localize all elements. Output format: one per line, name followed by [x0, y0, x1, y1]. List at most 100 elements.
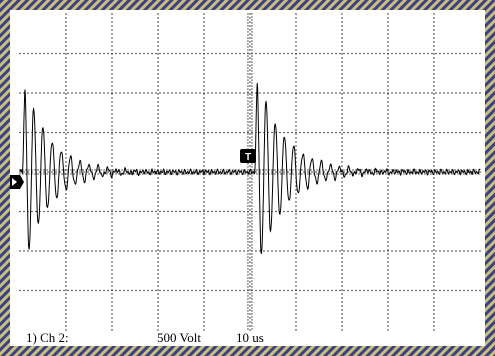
- grid-dot: [400, 169, 402, 171]
- grid-dot: [249, 121, 251, 123]
- grid-dot: [431, 250, 433, 252]
- grid-dot: [412, 169, 414, 171]
- grid-dot: [28, 169, 30, 171]
- grid-dot: [250, 173, 252, 175]
- grid-dot: [295, 73, 297, 75]
- grid-dot: [85, 169, 87, 171]
- grid-dot: [63, 250, 65, 252]
- grid-dot: [411, 210, 413, 213]
- grid-dot: [251, 286, 253, 288]
- grid-dot: [295, 217, 297, 219]
- grid-dot: [163, 92, 165, 94]
- grid-dot: [111, 61, 113, 63]
- grid-dot: [235, 52, 237, 55]
- grid-dot: [73, 173, 75, 175]
- grid-dot: [157, 81, 159, 83]
- grid-dot: [157, 137, 159, 139]
- grid-dot: [249, 37, 251, 39]
- grid-dot: [341, 197, 343, 199]
- grid-dot: [159, 250, 161, 252]
- grid-dot: [346, 169, 348, 171]
- grid-dot: [231, 250, 233, 252]
- grid-dot: [100, 169, 102, 171]
- grid-dot: [341, 89, 343, 91]
- grid-dot: [271, 169, 273, 171]
- grid-dot: [431, 210, 433, 213]
- grid-dot: [157, 297, 159, 299]
- grid-dot: [151, 52, 153, 55]
- grid-dot: [111, 305, 113, 307]
- grid-dot: [274, 173, 276, 175]
- grid-dot: [427, 52, 429, 55]
- grid-dot: [283, 52, 285, 55]
- grid-dot: [387, 297, 389, 299]
- grid-dot: [431, 52, 433, 55]
- grid-dot: [157, 181, 159, 183]
- grid-dot: [387, 253, 389, 255]
- grid-dot: [175, 52, 177, 55]
- grid-dot: [339, 171, 341, 173]
- grid-dot: [291, 210, 293, 213]
- grid-dot: [88, 169, 90, 171]
- grid-dot: [439, 210, 441, 213]
- grid-dot: [395, 52, 397, 55]
- grid-dot: [295, 153, 297, 155]
- grid-dot: [249, 269, 251, 271]
- grid-dot: [251, 40, 253, 42]
- grid-dot: [251, 277, 253, 279]
- grid-dot: [203, 125, 205, 127]
- grid-dot: [31, 210, 33, 213]
- grid-dot: [65, 41, 67, 43]
- grid-dot: [251, 121, 253, 123]
- grid-dot: [59, 171, 61, 173]
- grid-dot: [371, 210, 373, 213]
- grid-dot: [195, 210, 197, 213]
- grid-dot: [111, 85, 113, 87]
- grid-dot: [443, 289, 445, 292]
- grid-dot: [111, 249, 113, 251]
- grid-dot: [249, 113, 251, 115]
- grid-dot: [76, 169, 78, 171]
- grid-dot: [310, 169, 312, 171]
- grid-dot: [479, 171, 481, 173]
- grid-dot: [387, 210, 389, 213]
- grid-dot: [127, 52, 129, 55]
- grid-dot: [251, 25, 253, 27]
- grid-dot: [171, 92, 173, 94]
- grid-dot: [107, 210, 109, 213]
- grid-dot: [148, 173, 150, 175]
- grid-dot: [103, 131, 105, 134]
- grid-dot: [251, 124, 253, 126]
- grid-dot: [103, 92, 105, 94]
- grid-dot: [331, 289, 333, 292]
- grid-dot: [341, 309, 343, 311]
- grid-dot: [387, 193, 389, 195]
- grid-dot: [303, 92, 305, 94]
- grid-dot: [203, 229, 205, 231]
- grid-dot: [433, 121, 435, 123]
- grid-dot: [433, 65, 435, 67]
- grid-dot: [475, 210, 477, 213]
- grid-dot: [411, 52, 413, 55]
- grid-dot: [124, 169, 126, 171]
- grid-dot: [251, 92, 253, 94]
- grid-dot: [191, 171, 193, 173]
- grid-dot: [203, 185, 205, 187]
- grid-dot: [111, 297, 113, 299]
- grid-dot: [335, 289, 337, 292]
- grid-dot: [43, 52, 45, 55]
- grid-dot: [307, 289, 309, 292]
- grid-dot: [147, 52, 149, 55]
- grid-dot: [203, 21, 205, 23]
- grid-dot: [247, 268, 249, 270]
- grid-dot: [247, 16, 249, 18]
- grid-dot: [341, 269, 343, 271]
- grid-dot: [301, 169, 303, 171]
- grid-dot: [139, 289, 141, 292]
- grid-dot: [19, 131, 21, 134]
- grid-dot: [295, 117, 297, 119]
- grid-dot: [251, 271, 253, 273]
- grid-dot: [247, 256, 249, 258]
- grid-dot: [219, 250, 221, 252]
- grid-dot: [291, 289, 293, 292]
